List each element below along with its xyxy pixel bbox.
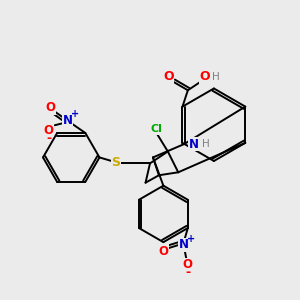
Text: O: O [45, 101, 55, 114]
Text: +: + [71, 109, 80, 119]
Text: O: O [158, 245, 168, 258]
Text: O: O [183, 258, 193, 272]
Text: N: N [179, 238, 189, 251]
Text: N: N [189, 138, 199, 151]
Text: +: + [187, 234, 196, 244]
Text: -: - [46, 132, 51, 145]
Text: H: H [202, 139, 210, 149]
Text: O: O [44, 124, 54, 137]
Text: H: H [212, 72, 220, 82]
Text: -: - [185, 266, 190, 279]
Text: N: N [62, 114, 73, 127]
Text: O: O [200, 70, 210, 83]
Text: O: O [163, 70, 174, 83]
Text: Cl: Cl [150, 124, 162, 134]
Text: S: S [112, 156, 121, 169]
